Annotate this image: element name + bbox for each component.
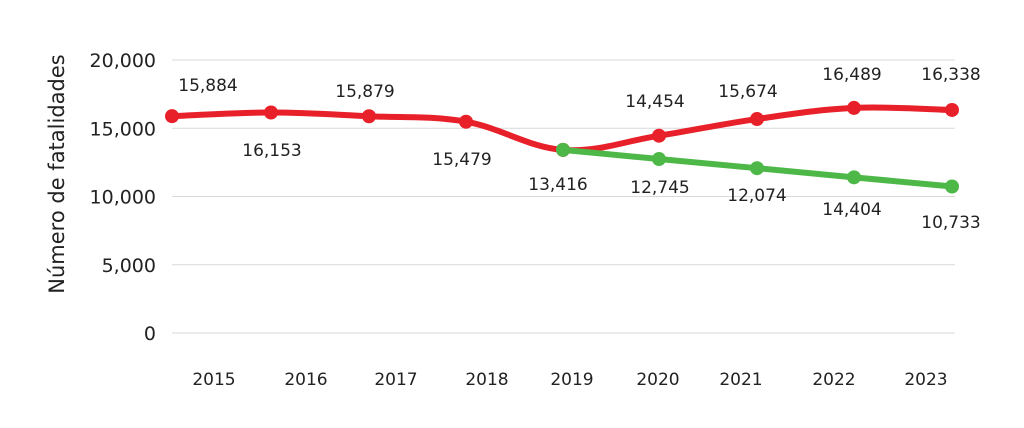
data-point	[165, 109, 179, 124]
data-label: 16,153	[242, 141, 301, 161]
x-tick-label: 2017	[374, 370, 417, 390]
data-label: 15,879	[335, 82, 394, 102]
series-points	[165, 100, 959, 194]
data-label: 10,733	[921, 213, 980, 233]
data-label: 13,416	[528, 175, 587, 195]
y-tick-label: 20,000	[90, 50, 156, 72]
gridlines	[172, 59, 955, 334]
data-label: 15,884	[178, 76, 237, 96]
x-tick-label: 2016	[284, 370, 327, 390]
data-point	[847, 100, 861, 115]
data-point	[945, 102, 959, 117]
data-label: 16,489	[822, 65, 881, 85]
data-point	[264, 105, 278, 120]
x-tick-label: 2019	[550, 370, 593, 390]
x-tick-label: 2023	[904, 370, 947, 390]
data-point	[750, 112, 764, 127]
data-point	[750, 161, 764, 176]
data-point	[652, 152, 666, 167]
y-tick-labels: 0 5,000 10,000 15,000 20,000	[90, 50, 156, 345]
x-tick-label: 2018	[465, 370, 508, 390]
y-tick-label: 10,000	[90, 187, 156, 209]
y-tick-label: 15,000	[90, 118, 156, 140]
y-axis-title: Número de fatalidades	[45, 54, 69, 293]
data-labels: 15,884 16,153 15,879 15,479 13,416 14,454 12,7…	[178, 65, 980, 233]
data-point	[459, 114, 473, 129]
x-tick-label: 2022	[812, 370, 855, 390]
data-label: 14,404	[822, 200, 881, 220]
data-label: 14,454	[625, 92, 684, 112]
data-label: 12,074	[727, 186, 786, 206]
x-tick-label: 2021	[719, 370, 762, 390]
data-label: 12,745	[630, 178, 689, 198]
x-tick-labels: 2015 2016 2017 2018 2019 2020 2021 2022 2023	[192, 370, 947, 390]
x-tick-label: 2015	[192, 370, 235, 390]
data-point	[652, 128, 666, 143]
data-label: 16,338	[921, 65, 980, 85]
data-label: 15,479	[432, 150, 491, 170]
data-point	[556, 142, 570, 157]
x-tick-label: 2020	[636, 370, 679, 390]
data-point	[847, 170, 861, 185]
y-tick-label: 5,000	[102, 255, 156, 277]
data-point	[945, 179, 959, 194]
data-point	[362, 109, 376, 124]
y-tick-label: 0	[144, 323, 156, 345]
data-label: 15,674	[718, 82, 777, 102]
